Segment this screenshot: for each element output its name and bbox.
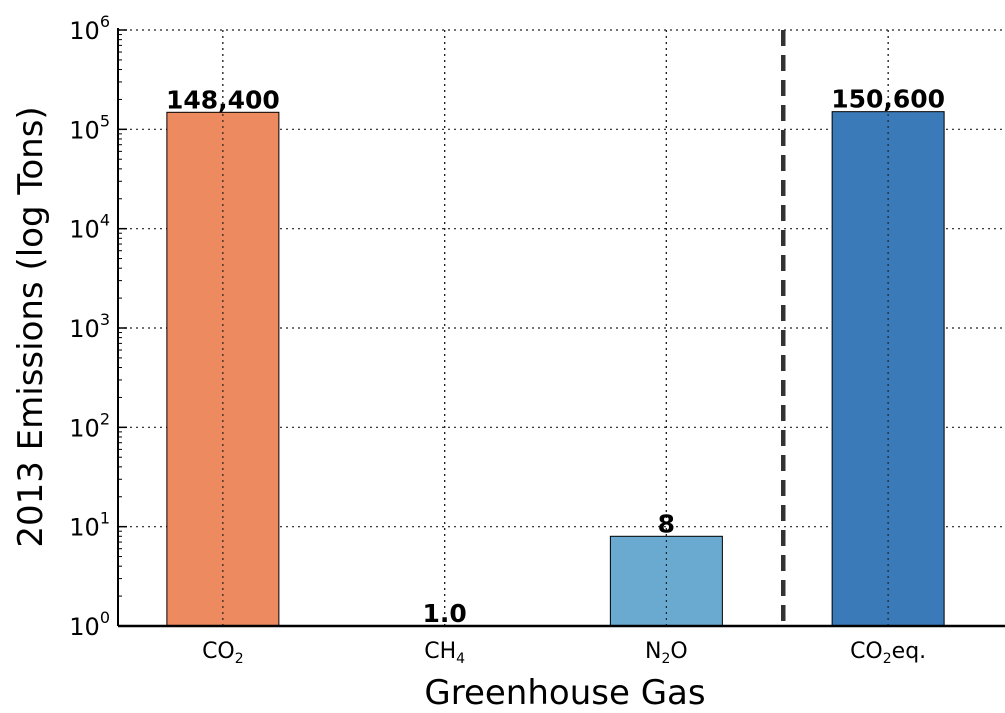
data-labels: 148,400 1.0 8 150,600 xyxy=(166,85,945,628)
y-tick-label: 106 xyxy=(69,12,110,45)
data-label: 8 xyxy=(658,509,675,538)
y-tick-label: 105 xyxy=(69,111,110,144)
bar-co2eq xyxy=(831,111,945,627)
y-tick-label: 103 xyxy=(69,310,110,343)
x-tick-label: N2O xyxy=(645,639,688,667)
x-tick-label: CO2eq. xyxy=(850,639,926,667)
y-tick-label: 100 xyxy=(69,608,110,641)
x-tick-label: CO2 xyxy=(202,639,244,667)
y-tick-label: 104 xyxy=(69,211,110,244)
y-tick-label: 101 xyxy=(69,509,110,542)
x-tick-label: CH4 xyxy=(424,639,465,667)
x-tick-labels: CO2 CH4 N2O CO2eq. xyxy=(202,639,926,667)
x-axis-title: Greenhouse Gas xyxy=(424,673,705,713)
y-tick-label: 102 xyxy=(69,409,110,442)
bar-co2 xyxy=(166,111,280,627)
data-label: 150,600 xyxy=(831,85,945,114)
bar-n2o xyxy=(609,535,723,627)
data-label: 148,400 xyxy=(166,85,280,114)
y-axis-title: 2013 Emissions (log Tons) xyxy=(11,106,51,547)
data-label: 1.0 xyxy=(422,599,466,628)
bars xyxy=(166,30,945,627)
